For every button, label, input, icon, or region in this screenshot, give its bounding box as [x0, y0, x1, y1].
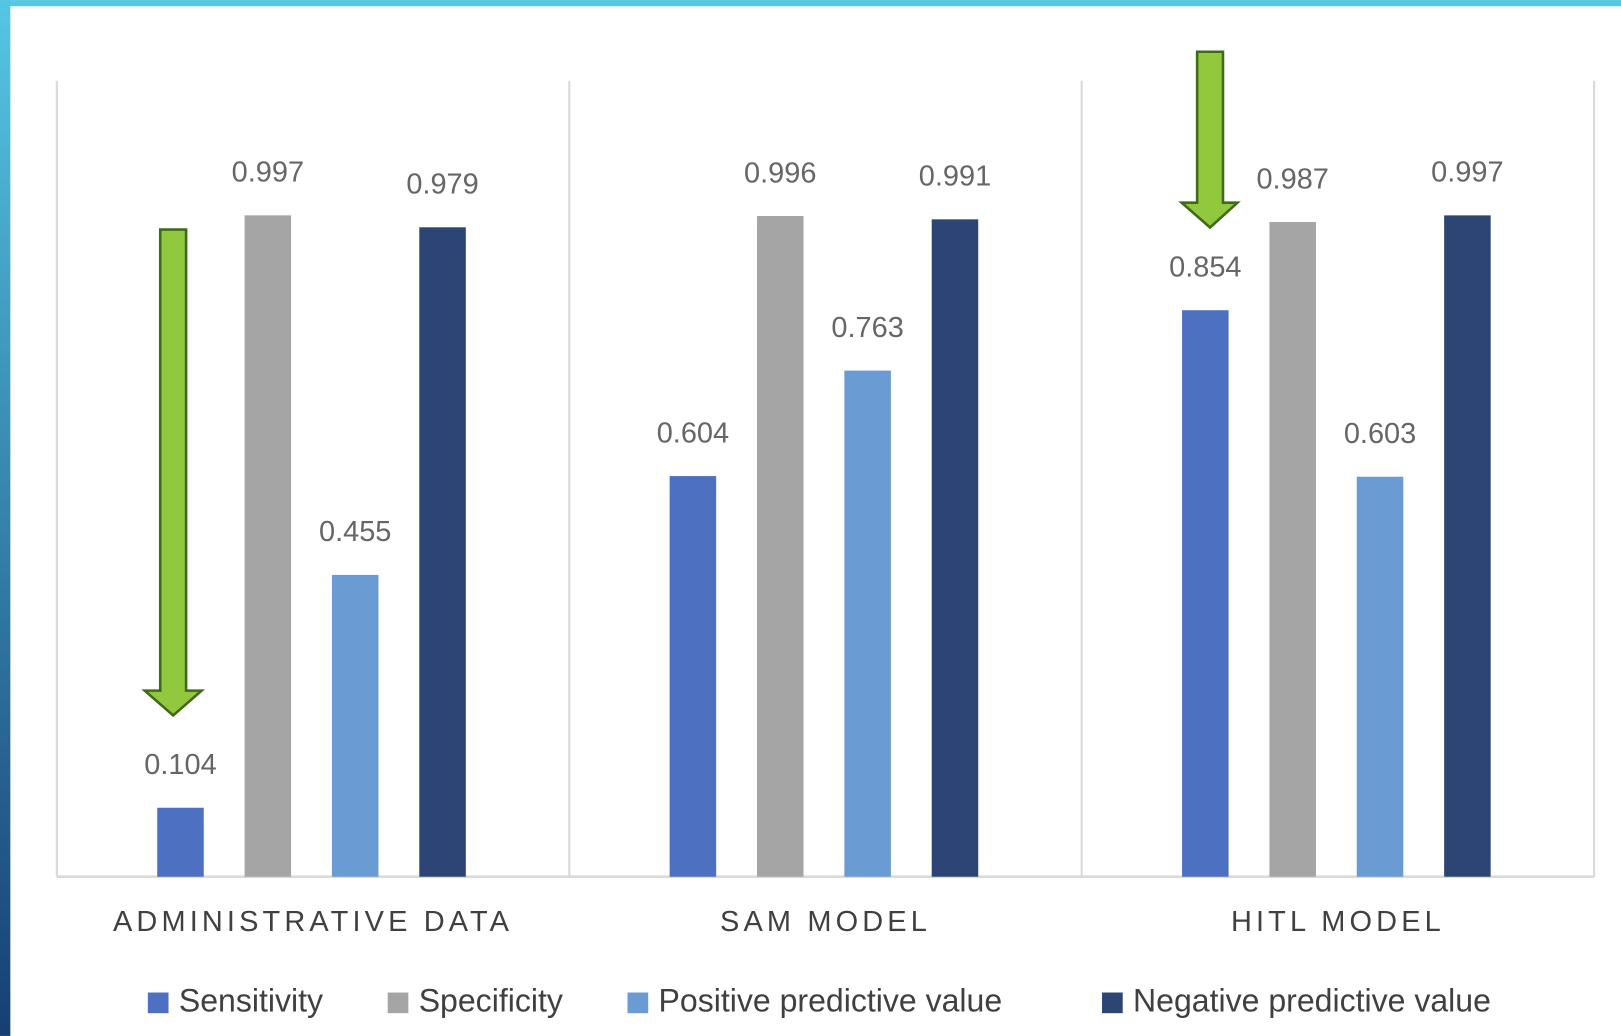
legend-label: Specificity — [419, 982, 563, 1018]
bar — [244, 215, 292, 877]
legend-swatch — [1102, 992, 1123, 1014]
data-label: 0.997 — [232, 157, 304, 189]
top-strip — [0, 0, 1621, 7]
legend-swatch — [627, 992, 649, 1014]
bar — [757, 216, 804, 877]
annotation-arrow — [141, 228, 206, 718]
bar — [1269, 221, 1316, 877]
data-label: 0.854 — [1169, 252, 1241, 284]
bar — [1444, 215, 1491, 877]
bar — [1356, 476, 1404, 877]
data-label: 0.455 — [319, 516, 391, 548]
bar — [331, 574, 379, 877]
data-label: 0.997 — [1431, 157, 1503, 189]
legend-swatch — [387, 992, 409, 1014]
x-tick-label: ADMINISTRATIVE DATA — [113, 906, 513, 938]
data-label: 0.104 — [144, 749, 216, 781]
x-tick-label: HITL MODEL — [1231, 906, 1445, 938]
data-label: 0.991 — [919, 161, 991, 193]
bar — [1182, 310, 1229, 877]
legend-label: Sensitivity — [179, 982, 323, 1018]
legend-label: Positive predictive value — [659, 982, 1003, 1018]
bar — [669, 476, 717, 877]
data-label: 0.604 — [657, 417, 729, 449]
plot-area: ADMINISTRATIVE DATA 0.104 0.997 0.455 0.979 S… — [55, 80, 1596, 1018]
x-tick-label: SAM MODEL — [720, 906, 931, 938]
data-label: 0.996 — [744, 157, 816, 189]
data-label: 0.987 — [1256, 163, 1328, 195]
left-strip — [0, 0, 11, 1036]
data-label: 0.603 — [1344, 418, 1416, 450]
bar — [419, 227, 466, 877]
bar — [844, 370, 891, 877]
bar — [157, 807, 204, 877]
data-label: 0.763 — [831, 312, 903, 344]
annotation-arrow — [1178, 50, 1241, 230]
legend-swatch — [147, 992, 169, 1014]
bar — [931, 219, 979, 877]
legend-label: Negative predictive value — [1133, 982, 1491, 1018]
data-label: 0.979 — [406, 169, 478, 201]
